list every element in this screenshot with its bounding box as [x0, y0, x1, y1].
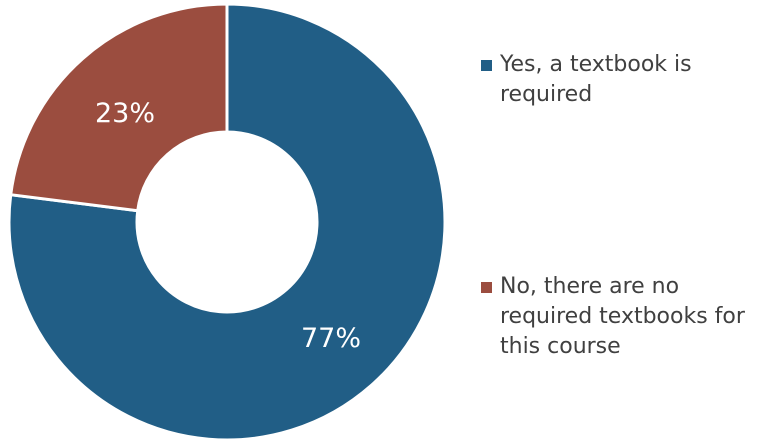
legend-label-yes: Yes, a textbook is required: [500, 52, 692, 107]
donut-slices: [7, 2, 447, 440]
data-label-no: 23%: [95, 98, 155, 129]
data-label-yes: 77%: [301, 323, 361, 354]
donut-slice-no: [9, 2, 229, 213]
legend-label-no: No, there are no required textbooks for …: [500, 274, 745, 359]
legend-item-yes: Yes, a textbook is required: [481, 50, 771, 110]
legend-swatch-no: [481, 282, 492, 293]
legend-item-no: No, there are no required textbooks for …: [481, 272, 771, 362]
legend-swatch-yes: [481, 60, 492, 71]
donut-slice-yes: [7, 2, 447, 440]
donut-data-labels: 77% 23%: [95, 98, 361, 354]
